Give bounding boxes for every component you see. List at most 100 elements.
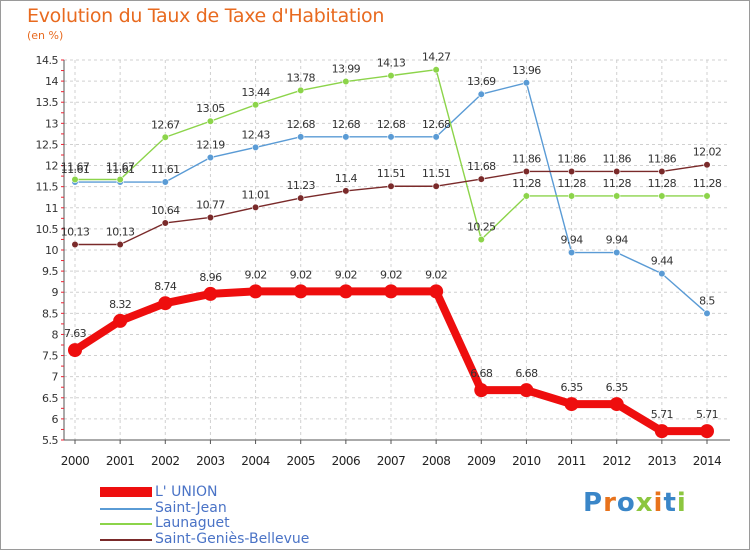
data-label-saint-geni-s-bellevue: 10.77	[196, 198, 225, 211]
data-label-saint-geni-s-bellevue: 11.4	[335, 172, 358, 185]
data-point-launaguet	[432, 66, 440, 74]
data-point-saint-geni-s-bellevue	[477, 175, 485, 183]
data-point-saint-jean	[703, 309, 711, 317]
data-label-launaguet: 13.78	[286, 71, 315, 84]
data-label-saint-jean: 12.68	[332, 118, 361, 131]
y-tick-label: 8.5	[42, 307, 58, 320]
data-label-launaguet: 11.67	[106, 160, 135, 173]
x-tick-label: 2008	[422, 454, 451, 468]
data-label-saint-geni-s-bellevue: 10.13	[61, 226, 90, 239]
data-point-saint-geni-s-bellevue	[613, 167, 621, 176]
data-point-saint-jean	[567, 248, 576, 257]
data-point-l-union	[609, 397, 624, 412]
x-tick-label: 2011	[557, 454, 586, 468]
data-point-l-union	[474, 383, 489, 398]
logo-letter: o	[616, 488, 636, 518]
x-tick-label: 2009	[467, 454, 496, 468]
data-point-launaguet	[251, 101, 260, 109]
data-label-saint-jean: 11.61	[151, 163, 180, 176]
y-tick-label: 10	[45, 244, 58, 257]
data-label-launaguet: 11.67	[61, 160, 90, 173]
data-point-saint-jean	[522, 79, 531, 87]
data-point-saint-jean	[206, 153, 215, 162]
x-tick-label: 2006	[332, 454, 361, 468]
chart-subtitle: (en %)	[27, 29, 64, 42]
data-label-launaguet: 13.05	[196, 102, 225, 115]
data-point-saint-jean	[297, 133, 305, 141]
data-label-saint-geni-s-bellevue: 11.86	[602, 152, 631, 165]
data-label-saint-jean: 12.68	[422, 118, 451, 131]
x-tick-label: 2014	[693, 454, 722, 468]
x-tick-label: 2013	[648, 454, 677, 468]
data-label-l-union: 9.02	[290, 268, 312, 281]
data-point-l-union	[68, 343, 82, 358]
data-label-launaguet: 11.28	[648, 177, 677, 190]
data-label-saint-geni-s-bellevue: 11.23	[286, 179, 315, 192]
legend-swatch-saint-jean	[100, 507, 152, 510]
legend-label-saint-genies-bellevue: Saint-Geniès-Bellevue	[155, 530, 310, 547]
data-label-launaguet: 11.28	[557, 177, 586, 190]
legend-label-launaguet: Launaguet	[155, 515, 230, 531]
data-point-saint-geni-s-bellevue	[161, 219, 169, 227]
data-point-saint-geni-s-bellevue	[387, 182, 395, 190]
data-point-saint-jean	[432, 133, 440, 141]
data-label-saint-jean: 12.19	[196, 139, 225, 152]
data-point-l-union	[519, 383, 534, 398]
data-point-launaguet	[613, 192, 621, 200]
legend-label-l-union: L' UNION	[155, 484, 218, 500]
data-label-l-union: 6.68	[470, 367, 493, 380]
data-label-launaguet: 14.27	[422, 51, 451, 64]
legend-label-saint-jean: Saint-Jean	[155, 499, 227, 516]
data-point-l-union	[338, 284, 353, 299]
data-label-saint-jean: 13.69	[467, 75, 496, 88]
data-label-saint-jean: 12.68	[377, 118, 406, 131]
data-label-saint-geni-s-bellevue: 11.86	[512, 152, 541, 165]
data-point-saint-geni-s-bellevue	[342, 187, 350, 195]
data-point-saint-jean	[161, 178, 169, 186]
y-tick-label: 6	[52, 413, 59, 426]
data-point-launaguet	[703, 192, 711, 200]
data-label-launaguet: 11.28	[693, 177, 722, 190]
data-point-l-union	[429, 284, 444, 299]
data-point-launaguet	[71, 175, 79, 184]
logo-letter: i	[676, 488, 687, 518]
data-label-l-union: 6.35	[561, 381, 584, 394]
data-label-l-union: 5.71	[696, 408, 718, 421]
data-label-l-union: 9.02	[425, 268, 447, 281]
proxiti-logo: Proxiti	[583, 488, 687, 518]
data-label-saint-jean: 12.68	[286, 118, 315, 131]
data-label-saint-jean: 8.5	[699, 294, 715, 307]
data-point-saint-geni-s-bellevue	[206, 213, 215, 222]
data-label-launaguet: 14.13	[377, 57, 406, 70]
data-label-saint-jean: 9.94	[606, 234, 629, 247]
y-tick-label: 12.5	[36, 138, 59, 151]
y-tick-label: 14	[45, 75, 58, 88]
data-point-saint-geni-s-bellevue	[703, 161, 711, 169]
data-point-saint-geni-s-bellevue	[432, 182, 440, 190]
chart-title: Evolution du Taux de Taxe d'Habitation	[27, 5, 385, 27]
data-point-launaguet	[161, 133, 169, 141]
data-point-l-union	[113, 313, 128, 328]
data-point-l-union	[158, 296, 173, 311]
data-label-saint-geni-s-bellevue: 10.64	[151, 204, 180, 217]
data-point-saint-jean	[477, 90, 485, 98]
data-point-launaguet	[342, 77, 350, 86]
data-point-launaguet	[387, 72, 395, 80]
data-point-saint-geni-s-bellevue	[522, 167, 531, 176]
data-label-saint-geni-s-bellevue: 11.86	[648, 152, 677, 165]
data-label-l-union: 8.32	[109, 298, 131, 311]
data-point-saint-jean	[342, 133, 350, 141]
y-tick-label: 9.5	[42, 265, 58, 278]
logo-letter: i	[653, 488, 664, 518]
data-point-saint-geni-s-bellevue	[116, 240, 124, 249]
data-label-l-union: 9.02	[380, 268, 402, 281]
logo-letter: t	[663, 488, 677, 518]
data-point-l-union	[203, 286, 218, 301]
data-label-saint-geni-s-bellevue: 11.68	[467, 160, 496, 173]
data-point-saint-geni-s-bellevue	[297, 194, 305, 202]
data-label-l-union: 6.35	[606, 381, 629, 394]
y-tick-label: 14.5	[36, 54, 59, 67]
data-point-saint-geni-s-bellevue	[71, 240, 79, 249]
